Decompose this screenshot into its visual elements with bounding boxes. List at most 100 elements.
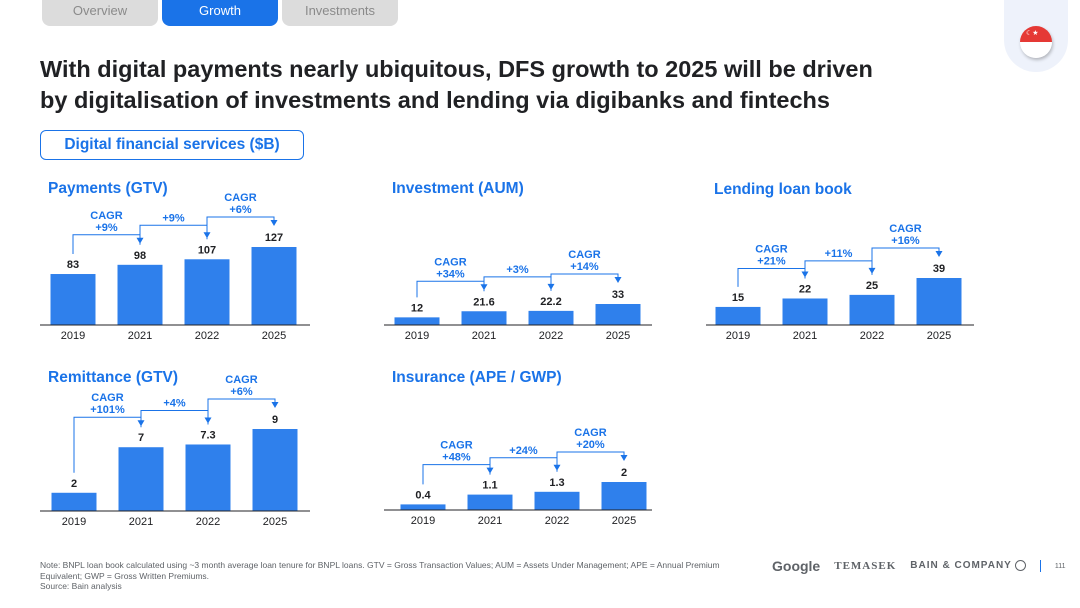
cagr-bracket — [416, 280, 485, 298]
cagr-label: +9% — [95, 222, 118, 234]
x-tick-label: 2025 — [263, 516, 287, 528]
bar — [394, 317, 440, 325]
data-label: 0.4 — [415, 489, 431, 501]
x-tick-label: 2019 — [411, 515, 435, 527]
bar — [251, 247, 297, 325]
tab-investments[interactable]: Investments — [282, 0, 398, 26]
cagr-label: CAGR — [440, 440, 472, 452]
data-label: 1.1 — [482, 480, 497, 492]
bar — [461, 311, 507, 325]
cagr-bracket — [483, 276, 552, 292]
cagr-label: CAGR — [434, 256, 466, 268]
bar — [534, 491, 580, 510]
footnote-line-2: Equivalent; GWP = Gross Written Premiums… — [40, 570, 210, 581]
bain-logo-text: BAIN & COMPANY — [910, 560, 1012, 572]
bar — [528, 310, 574, 325]
tab-overview[interactable]: Overview — [42, 0, 158, 26]
x-tick-label: 2025 — [606, 330, 630, 342]
cagr-label: +14% — [570, 261, 599, 273]
x-tick-label: 2021 — [793, 330, 817, 342]
bar — [185, 444, 231, 511]
data-label: 39 — [933, 263, 945, 275]
x-tick-label: 2025 — [927, 330, 951, 342]
cagr-label: +3% — [506, 264, 529, 276]
x-tick-label: 2022 — [196, 516, 220, 528]
cagr-bracket — [556, 451, 625, 472]
data-label: 12 — [411, 302, 423, 314]
data-label: 98 — [134, 250, 146, 262]
arrow-down-icon — [271, 402, 279, 408]
cagr-bracket — [140, 409, 209, 428]
cagr-bracket — [207, 398, 276, 425]
x-tick-label: 2022 — [539, 330, 563, 342]
bain-ring-icon — [1014, 560, 1026, 572]
bar — [916, 278, 962, 325]
tab-bar: Overview Growth Investments — [42, 0, 398, 26]
cagr-label: +6% — [229, 204, 252, 216]
bar — [595, 304, 641, 325]
cagr-label: +9% — [162, 212, 185, 224]
bar — [467, 494, 513, 510]
chart-2: Investment (AUM) 12 2019 21.6 2021 22.2 2022 33… — [384, 180, 652, 342]
tab-growth[interactable]: Growth — [162, 0, 278, 26]
chart-title: Remittance (GTV) — [48, 369, 178, 386]
cagr-label: +101% — [90, 404, 125, 416]
data-label: 127 — [265, 232, 283, 244]
bar — [252, 429, 298, 511]
x-tick-label: 2019 — [62, 516, 86, 528]
cagr-label: CAGR — [889, 223, 921, 235]
footnote-line-1: Note: BNPL loan book calculated using ~3… — [40, 560, 720, 570]
cagr-label: +6% — [230, 386, 253, 398]
cagr-bracket — [206, 216, 275, 240]
data-label: 7.3 — [200, 429, 215, 441]
x-tick-label: 2019 — [61, 330, 85, 342]
bar — [782, 298, 828, 325]
x-tick-label: 2019 — [726, 330, 750, 342]
x-tick-label: 2022 — [195, 330, 219, 342]
cagr-label: CAGR — [755, 243, 787, 255]
data-label: 33 — [612, 289, 624, 301]
cagr-label: CAGR — [225, 374, 257, 386]
partner-logos: Google TEMASEK BAIN & COMPANY 111 — [772, 558, 1065, 574]
chart-title: Insurance (APE / GWP) — [392, 369, 562, 386]
chart-title: Payments (GTV) — [48, 180, 168, 197]
x-tick-label: 2021 — [472, 330, 496, 342]
cagr-bracket — [422, 464, 491, 485]
cagr-bracket — [489, 457, 558, 475]
section-label: Digital financial services ($B) — [40, 130, 304, 160]
cagr-bracket — [804, 260, 873, 279]
cagr-label: CAGR — [90, 210, 122, 222]
data-label: 25 — [866, 280, 878, 292]
x-tick-label: 2021 — [129, 516, 153, 528]
flag-badge: ☾★ — [1004, 0, 1068, 72]
cagr-label: CAGR — [91, 392, 123, 404]
cagr-label: +21% — [757, 255, 786, 267]
x-tick-label: 2025 — [262, 330, 286, 342]
arrow-down-icon — [614, 277, 622, 283]
cagr-label: +11% — [825, 248, 853, 260]
cagr-label: CAGR — [568, 249, 600, 261]
bar — [184, 259, 230, 325]
arrow-down-icon — [270, 220, 278, 226]
data-label: 22 — [799, 283, 811, 295]
chart-5: Insurance (APE / GWP) 0.4 2019 1.1 2021 1.3 20… — [384, 369, 652, 527]
chart-4: Remittance (GTV) 2 2019 7 2021 7.3 2022 9 2025 CA… — [40, 369, 310, 528]
data-label: 107 — [198, 244, 216, 256]
chart-title: Lending loan book — [714, 181, 852, 198]
x-tick-label: 2019 — [405, 330, 429, 342]
divider — [1039, 560, 1041, 572]
data-label: 7 — [138, 432, 144, 444]
data-label: 15 — [732, 292, 744, 304]
data-label: 9 — [272, 414, 278, 426]
bar — [715, 306, 761, 325]
x-tick-label: 2025 — [612, 515, 636, 527]
arrow-down-icon — [935, 251, 943, 257]
chart-1: Payments (GTV) 83 2019 98 2021 107 2022 127 2025… — [40, 180, 310, 342]
cagr-label: +24% — [509, 445, 538, 457]
page-number: 111 — [1054, 562, 1066, 570]
x-tick-label: 2021 — [478, 515, 502, 527]
cagr-bracket — [139, 224, 208, 245]
cagr-label: +34% — [436, 268, 465, 280]
footnote: Note: BNPL loan book calculated using ~3… — [40, 560, 760, 592]
